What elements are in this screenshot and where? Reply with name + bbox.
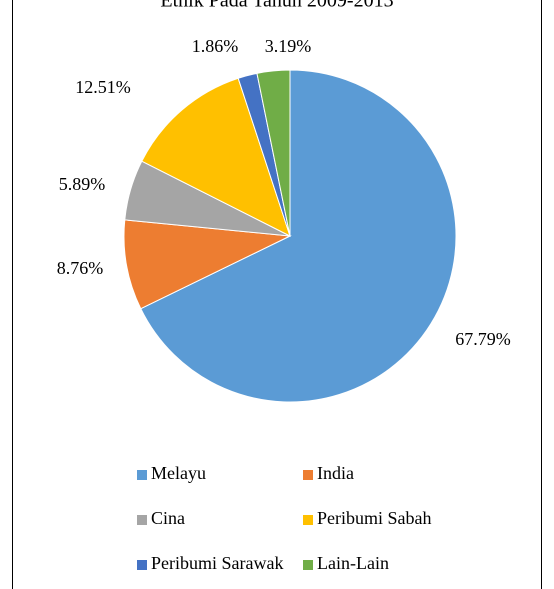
legend-swatch [137, 470, 147, 480]
legend-label: Peribumi Sabah [317, 508, 432, 528]
legend-swatch [137, 560, 147, 570]
data-label: 8.76% [57, 258, 104, 278]
legend-label: Cina [151, 508, 185, 528]
legend-label: Peribumi Sarawak [151, 553, 283, 573]
legend-swatch [137, 515, 147, 525]
pie-slice [256, 69, 291, 237]
legend-swatch [303, 470, 313, 480]
legend-label: India [317, 463, 354, 483]
legend-label: Lain-Lain [317, 553, 389, 573]
data-label: 3.19% [265, 36, 312, 56]
legend-swatch [303, 515, 313, 525]
legend-label: Melayu [151, 463, 206, 483]
legend-swatch [303, 560, 313, 570]
pie-slice [140, 69, 457, 403]
pie-slice [141, 77, 291, 237]
data-label: 67.79% [455, 329, 511, 349]
data-label: 12.51% [75, 77, 131, 97]
data-label: 1.86% [192, 36, 239, 56]
chart-title: Etnik Pada Tahun 2009-2013 [160, 0, 393, 12]
pie-slice [123, 219, 292, 310]
data-label: 5.89% [59, 174, 106, 194]
